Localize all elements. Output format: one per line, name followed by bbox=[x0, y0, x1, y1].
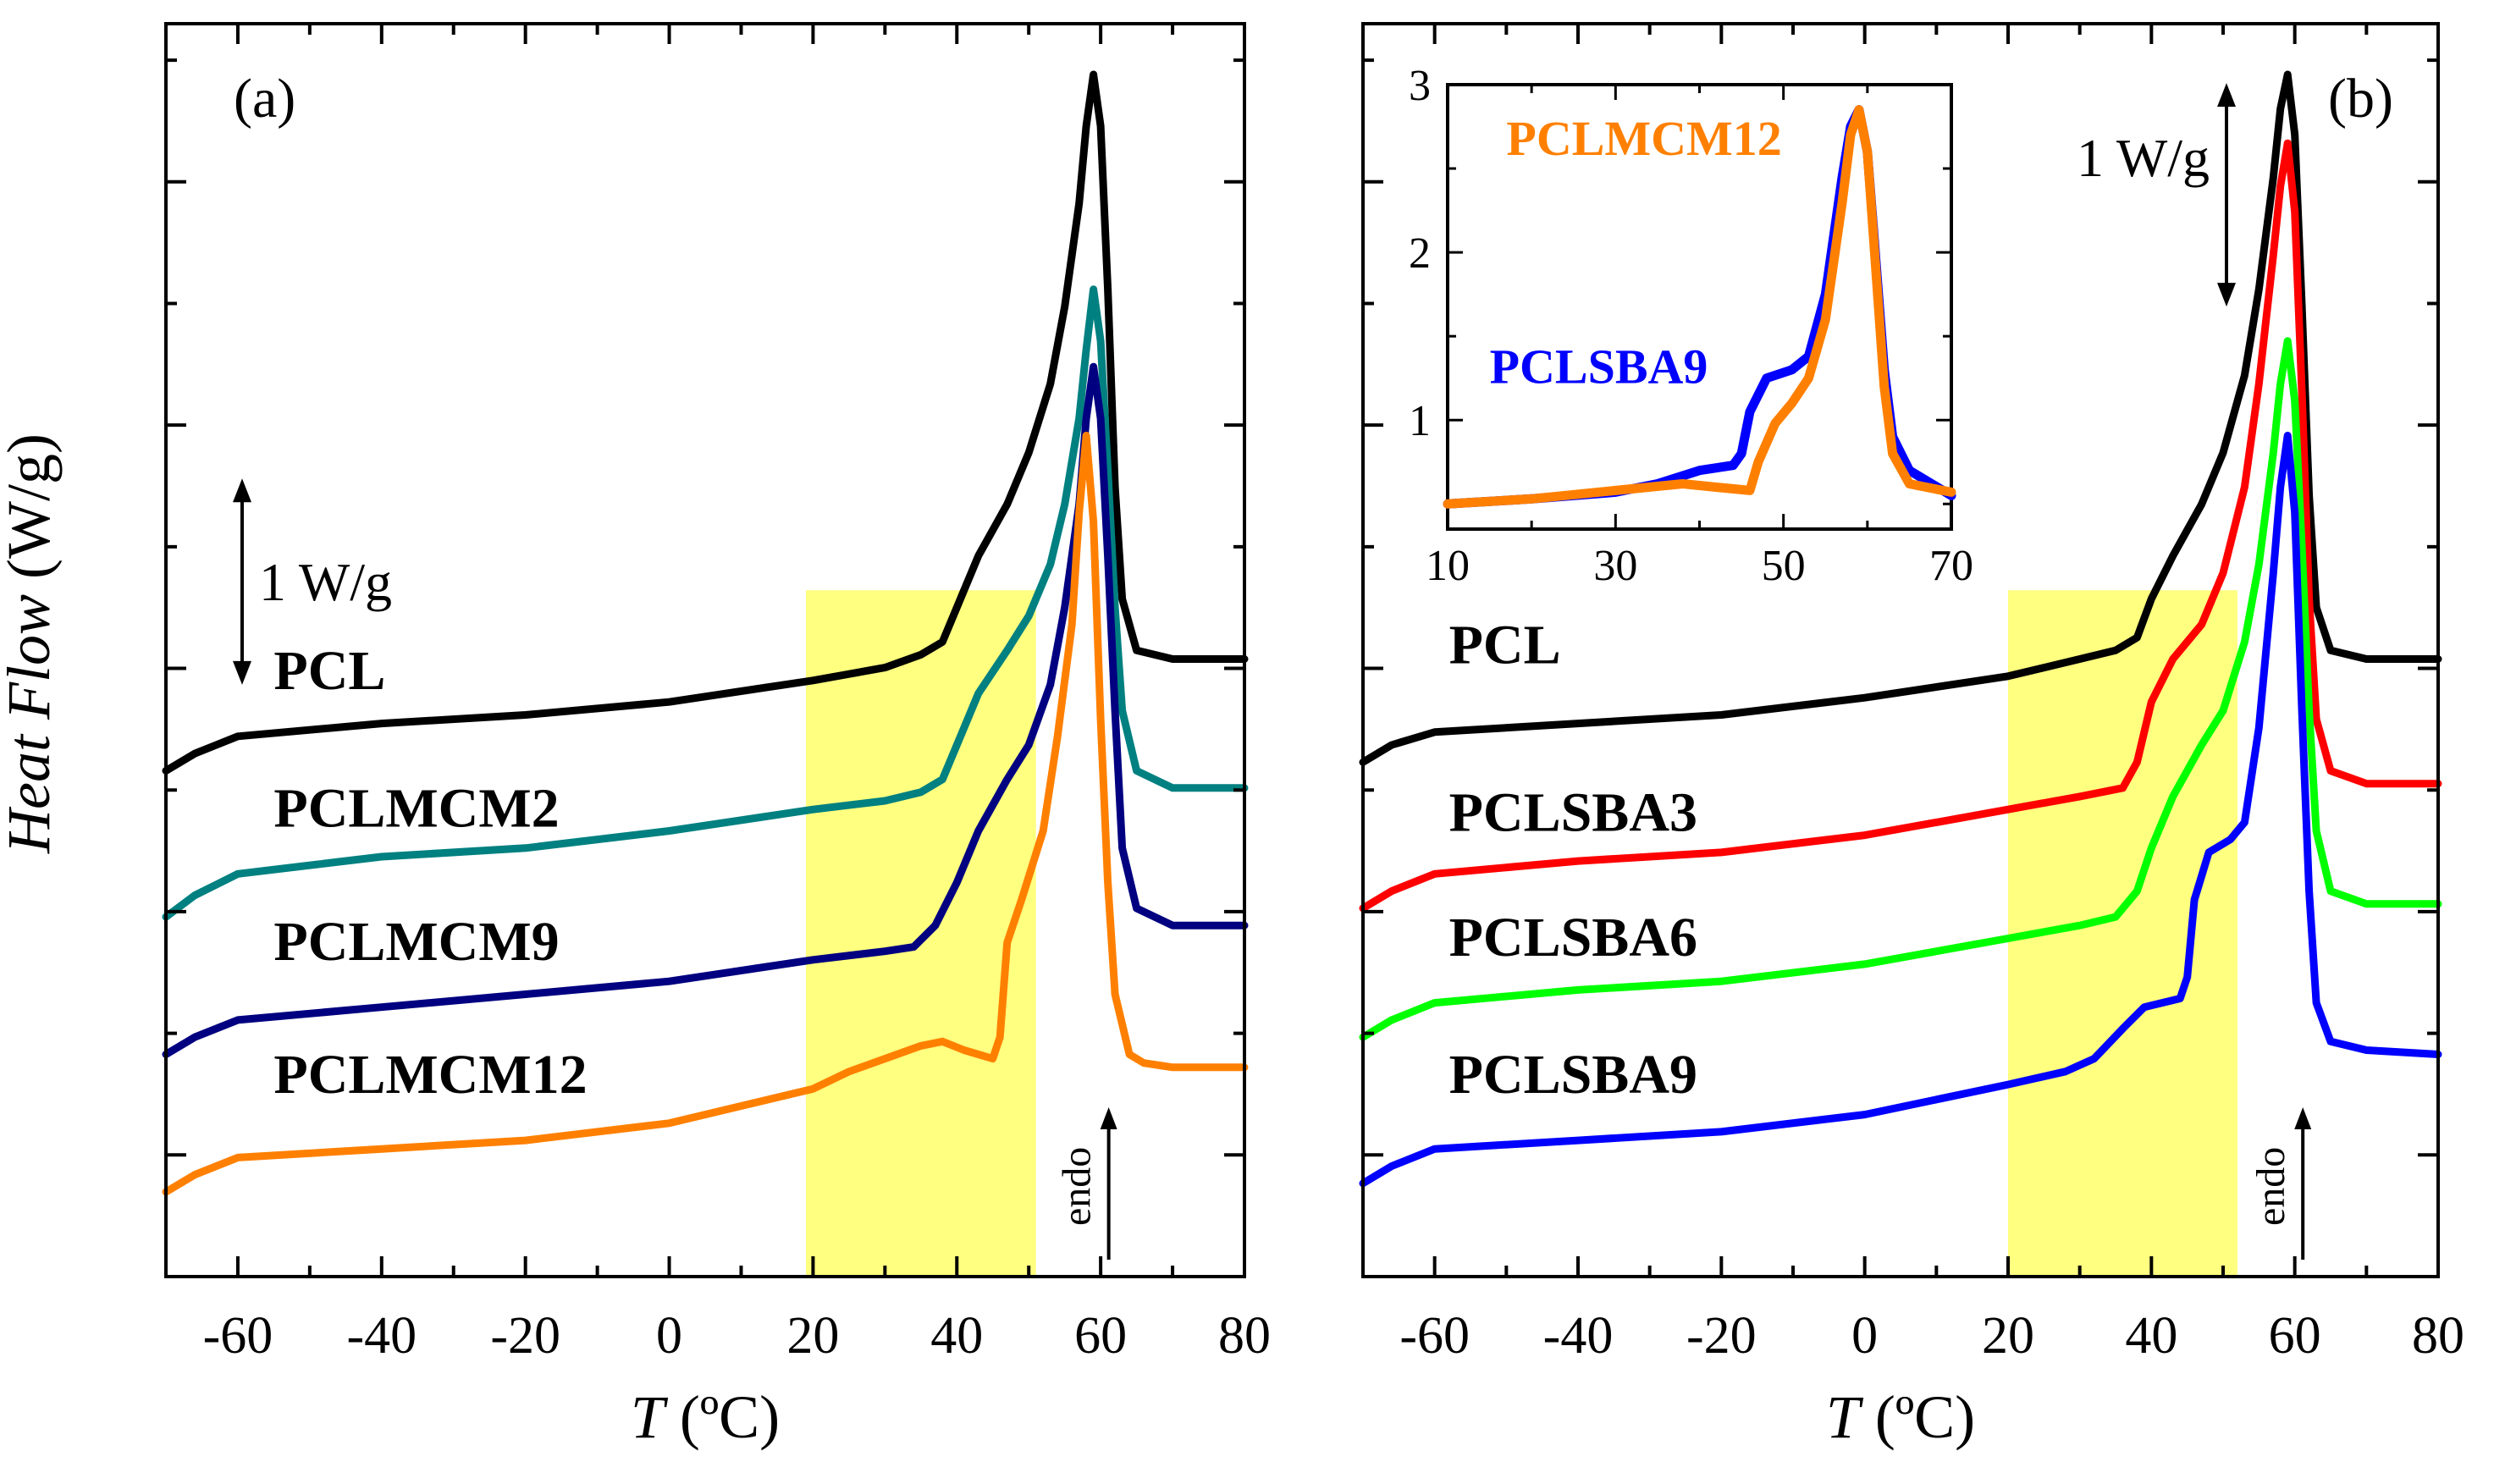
series-label-pclmcm9: PCLMCM9 bbox=[273, 911, 559, 973]
plot-frame bbox=[1361, 22, 2440, 1278]
inset-x-tick-label: 70 bbox=[1929, 542, 1973, 590]
highlight-region bbox=[805, 590, 1036, 1277]
x-tick-label: 20 bbox=[1982, 1307, 2034, 1365]
series-line-pclmcm9 bbox=[162, 362, 1249, 1058]
series-line-pclmcm2 bbox=[162, 285, 1249, 921]
series-line-pcl bbox=[162, 70, 1249, 775]
x-axis-title: T (ºC) bbox=[1826, 1383, 1975, 1451]
endo-label: endo bbox=[2248, 1147, 2293, 1226]
inset-y-tick-label: 2 bbox=[1409, 229, 1431, 278]
panel-tag: (b) bbox=[2328, 68, 2393, 130]
scale-bar-arrow-up-icon bbox=[233, 478, 251, 503]
inset-y-tick-label: 1 bbox=[1409, 397, 1431, 445]
endo-arrow-icon bbox=[1100, 1107, 1117, 1129]
series-line-pclsba9 bbox=[1359, 432, 2442, 1188]
series-label-pclsba9: PCLSBA9 bbox=[1449, 1044, 1697, 1106]
y-axis-title: Heat Flow (W/g) bbox=[0, 433, 63, 854]
scale-bar-arrow-up-icon bbox=[2217, 83, 2236, 108]
inset-x-tick-label: 30 bbox=[1593, 542, 1637, 590]
x-tick-label: 40 bbox=[930, 1307, 983, 1365]
inset-x-tick-label: 50 bbox=[1762, 542, 1806, 590]
series-line-pclmcm12 bbox=[162, 432, 1249, 1196]
inset-chart: 10 30 50 70 1 2 3 PCLSBA9 PCLMCM12 bbox=[1409, 62, 1973, 590]
inset-series-line-pclmcm12 bbox=[1443, 105, 1956, 509]
inset-series-label-pclsba9: PCLSBA9 bbox=[1490, 339, 1708, 394]
endo-arrow-icon bbox=[2294, 1107, 2312, 1129]
series-label-pclsba6: PCLSBA6 bbox=[1449, 907, 1697, 968]
x-tick-label: -20 bbox=[490, 1307, 560, 1365]
endo-label: endo bbox=[1055, 1147, 1100, 1226]
x-tick-label: 60 bbox=[1074, 1307, 1127, 1365]
series-line-pclsba3 bbox=[1359, 139, 2442, 913]
x-tick-label: 20 bbox=[786, 1307, 839, 1365]
x-tick-label: 0 bbox=[1851, 1307, 1878, 1365]
series-label-pcl: PCL bbox=[273, 640, 385, 702]
series-label-pclmcm2: PCLMCM2 bbox=[273, 777, 559, 839]
plot-frame bbox=[164, 22, 1246, 1278]
scale-bar-arrow-down-icon bbox=[233, 660, 251, 685]
x-tick-label: -40 bbox=[1543, 1307, 1614, 1365]
scale-bar-label: 1 W/g bbox=[259, 552, 392, 612]
x-tick-label: 60 bbox=[2269, 1307, 2321, 1365]
inset-x-tick-label: 10 bbox=[1426, 542, 1470, 590]
series-label-pclmcm12: PCLMCM12 bbox=[273, 1044, 587, 1106]
x-tick-label: 40 bbox=[2125, 1307, 2177, 1365]
inset-series-label-pclmcm12: PCLMCM12 bbox=[1506, 111, 1781, 166]
x-tick-label: -20 bbox=[1686, 1307, 1757, 1365]
panel-a: PCL PCLMCM2 PCLMCM9 PCLMCM12 -60 -40 -20 0 20 40 6… bbox=[162, 22, 1271, 1451]
scale-bar-label: 1 W/g bbox=[2077, 128, 2210, 188]
x-tick-label: -60 bbox=[203, 1307, 273, 1365]
x-tick-label: 80 bbox=[2412, 1307, 2464, 1365]
x-tick-label: -60 bbox=[1399, 1307, 1470, 1365]
x-axis-title: T (ºC) bbox=[631, 1383, 780, 1451]
panel-tag: (a) bbox=[234, 68, 295, 130]
panel-b: PCL PCLSBA3 PCLSBA6 PCLSBA9 -60 -40 -20 0 20 40 60… bbox=[1359, 22, 2464, 1451]
x-tick-label: 80 bbox=[1218, 1307, 1271, 1365]
x-tick-label: 0 bbox=[656, 1307, 682, 1365]
series-line-pclsba6 bbox=[1359, 337, 2442, 1041]
x-tick-label: -40 bbox=[346, 1307, 417, 1365]
inset-y-tick-label: 3 bbox=[1409, 62, 1431, 110]
scale-bar-arrow-down-icon bbox=[2217, 283, 2236, 307]
series-label-pclsba3: PCLSBA3 bbox=[1449, 782, 1697, 844]
series-label-pcl: PCL bbox=[1449, 615, 1561, 676]
